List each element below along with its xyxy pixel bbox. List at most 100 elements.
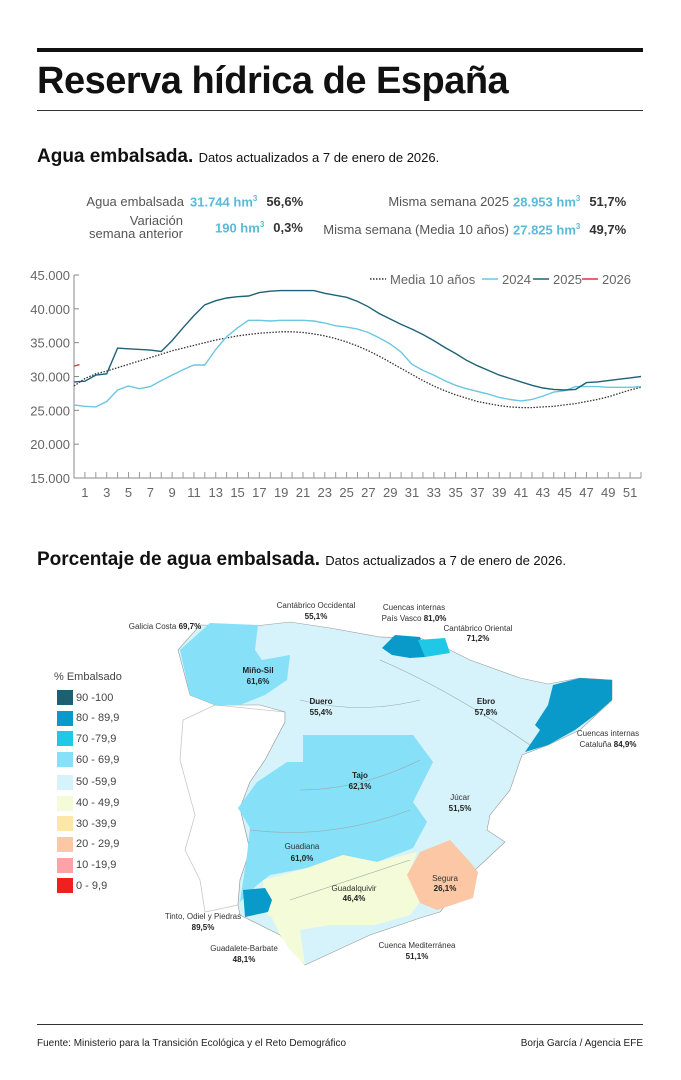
x-tick-label: 13 [209, 485, 223, 500]
label-mino-name: Miño-Sil [242, 666, 273, 675]
legend-swatch [57, 836, 73, 852]
x-tick-label: 51 [623, 485, 637, 500]
legend-swatch [57, 857, 73, 873]
legend-swatch [57, 752, 73, 768]
basin-tinto [243, 888, 272, 917]
basin-segura [407, 840, 478, 910]
legend-item: 40 - 49,9 [57, 795, 119, 811]
legend-label: 70 -79,9 [76, 732, 117, 745]
y-tick-label: 15.000 [30, 471, 70, 486]
stat-2025-label: Misma semana 2025 [388, 194, 509, 209]
x-tick-label: 27 [361, 485, 375, 500]
label-ebro-name: Ebro [477, 697, 495, 706]
label-ebro-pct: 57,8% [475, 708, 498, 717]
legend-swatch [57, 774, 73, 790]
label-jucar-pct: 51,5% [449, 804, 472, 813]
legend-item: 50 -59,9 [57, 774, 117, 790]
x-tick-label: 23 [318, 485, 332, 500]
label-guadalquivir-name: Guadalquivir [332, 884, 377, 893]
y-tick-label: 45.000 [30, 268, 70, 283]
y-tick-label: 40.000 [30, 302, 70, 317]
x-tick-label: 37 [470, 485, 484, 500]
stat-2025-value: 28.953 hm3 [513, 194, 581, 210]
legend-label: 2025 [553, 272, 582, 287]
footer-divider [37, 1024, 643, 1025]
x-tick-label: 45 [557, 485, 571, 500]
spain-basin-map: Cantábrico Occidental 55,1% Galicia Cost… [129, 601, 639, 966]
section-title-porcentaje: Porcentaje de agua embalsada. Datos actu… [37, 549, 566, 571]
y-tick-label: 35.000 [30, 336, 70, 351]
map-labels: Cantábrico Occidental 55,1% Galicia Cost… [129, 601, 639, 964]
label-guadalquivir-pct: 46,4% [343, 894, 366, 903]
legend-label: 2024 [502, 272, 531, 287]
legend-label: 30 -39,9 [76, 817, 117, 830]
legend-label: 50 -59,9 [76, 776, 117, 789]
y-tick-label: 30.000 [30, 370, 70, 385]
label-pais-vasco: País Vasco 81,0% [382, 614, 447, 623]
map-legend-title: % Embalsado [54, 671, 122, 683]
label-cantabrico-or-name: Cantábrico Oriental [444, 624, 513, 633]
x-tick-label: 25 [339, 485, 353, 500]
x-tick-label: 41 [514, 485, 528, 500]
basin-tajo-guadiana [238, 735, 433, 902]
label-mediterranea-name: Cuenca Mediterránea [379, 941, 456, 950]
legend-swatch [57, 816, 73, 832]
legend-swatch [57, 710, 73, 726]
x-tick-label: 35 [448, 485, 462, 500]
x-tick-label: 49 [601, 485, 615, 500]
label-cantabrico-or-pct: 71,2% [467, 634, 490, 643]
stat-var-label: Variación semana anterior [89, 213, 183, 241]
legend-item: 30 -39,9 [57, 816, 117, 832]
legend-item: 90 -100 [57, 690, 113, 705]
label-tajo-name: Tajo [352, 771, 368, 780]
stat-media-row: 27.825 hm3 49,7% [513, 222, 626, 237]
x-tick-label: 19 [274, 485, 288, 500]
label-tinto-pct: 89,5% [192, 923, 215, 932]
basin-cantabrico-oriental [418, 638, 450, 657]
footer-source: Fuente: Ministerio para la Transición Ec… [37, 1038, 347, 1049]
y-tick-label: 20.000 [30, 437, 70, 452]
rivers [249, 659, 531, 901]
label-jucar-name: Júcar [450, 793, 470, 802]
section-title-text: Porcentaje de agua embalsada. [37, 549, 321, 570]
label-galicia: Galicia Costa 69,7% [129, 622, 202, 631]
label-guadiana-name: Guadiana [285, 842, 320, 851]
legend-label: 10 -19,9 [76, 859, 117, 872]
label-tajo-pct: 62,1% [349, 782, 372, 791]
label-mino-pct: 61,6% [247, 677, 270, 686]
legend-label: 0 - 9,9 [76, 879, 108, 892]
x-tick-label: 47 [579, 485, 593, 500]
x-tick-label: 1 [81, 485, 88, 500]
x-tick-label: 39 [492, 485, 506, 500]
legend-label: 20 - 29,9 [76, 838, 120, 851]
label-mediterranea-pct: 51,1% [406, 952, 429, 961]
stat-2025-pct: 51,7% [589, 194, 627, 210]
stat-agua-label: Agua embalsada [86, 194, 184, 209]
reservoir-line-chart: 15.000 20.000 25.000 30.000 35.000 40.000 45.0… [30, 268, 642, 500]
stat-var-row: 190 hm3 0,3% [215, 220, 303, 235]
section-subtitle: Datos actualizados a 7 de enero de 2026. [198, 150, 440, 165]
legend-item: 60 - 69,9 [57, 752, 120, 768]
stat-agua-row: 31.744 hm3 56,6% [190, 194, 303, 209]
legend-swatch [57, 878, 73, 894]
legend-label: 60 - 69,9 [76, 753, 120, 766]
basin-cataluna [525, 678, 612, 752]
x-tick-label: 3 [103, 485, 110, 500]
stat-2025-row: 28.953 hm3 51,7% [513, 194, 626, 209]
x-tick-label: 9 [169, 485, 176, 500]
label-duero-name: Duero [309, 697, 332, 706]
legend-label: 90 -100 [76, 691, 114, 704]
legend-label: 2026 [602, 272, 631, 287]
stat-agua-value: 31.744 hm3 [190, 194, 258, 210]
stat-var-value: 190 hm3 [215, 220, 265, 236]
x-tick-label: 43 [536, 485, 550, 500]
basin-galicia-mino [180, 623, 290, 705]
x-tick-label: 17 [252, 485, 266, 500]
x-tick-label: 33 [427, 485, 441, 500]
label-duero-pct: 55,4% [310, 708, 333, 717]
section-title-text: Agua embalsada. [37, 146, 194, 167]
label-guadiana-pct: 61,0% [291, 854, 314, 863]
legend-label: Media 10 años [390, 272, 476, 287]
x-tick-label: 11 [187, 485, 201, 500]
stat-media-pct: 49,7% [589, 222, 627, 238]
